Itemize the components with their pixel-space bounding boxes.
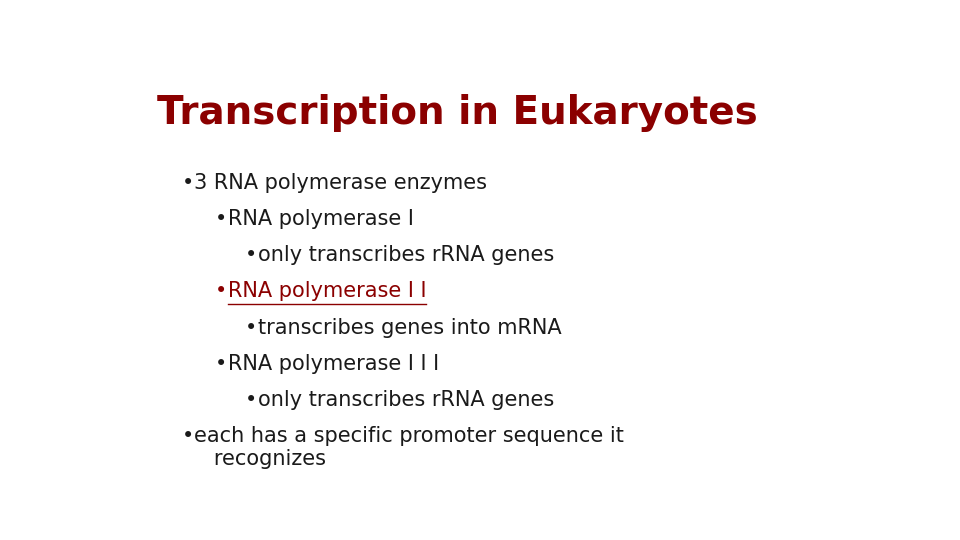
- Text: RNA polymerase I: RNA polymerase I: [228, 209, 414, 229]
- Text: RNA polymerase I I I: RNA polymerase I I I: [228, 354, 439, 374]
- Text: each has a specific promoter sequence it
   recognizes: each has a specific promoter sequence it…: [194, 426, 624, 469]
- Text: •: •: [245, 245, 257, 265]
- Text: •: •: [181, 173, 194, 193]
- Text: •: •: [215, 281, 228, 301]
- Text: •: •: [215, 209, 228, 229]
- Text: only transcribes rRNA genes: only transcribes rRNA genes: [257, 390, 554, 410]
- Text: only transcribes rRNA genes: only transcribes rRNA genes: [257, 245, 554, 265]
- Text: •: •: [245, 318, 257, 338]
- Text: Transcription in Eukaryotes: Transcription in Eukaryotes: [157, 94, 758, 132]
- Text: 3 RNA polymerase enzymes: 3 RNA polymerase enzymes: [194, 173, 488, 193]
- Text: transcribes genes into mRNA: transcribes genes into mRNA: [257, 318, 562, 338]
- Text: •: •: [215, 354, 228, 374]
- Text: •: •: [245, 390, 257, 410]
- Text: RNA polymerase I I: RNA polymerase I I: [228, 281, 426, 301]
- Text: •: •: [181, 426, 194, 446]
